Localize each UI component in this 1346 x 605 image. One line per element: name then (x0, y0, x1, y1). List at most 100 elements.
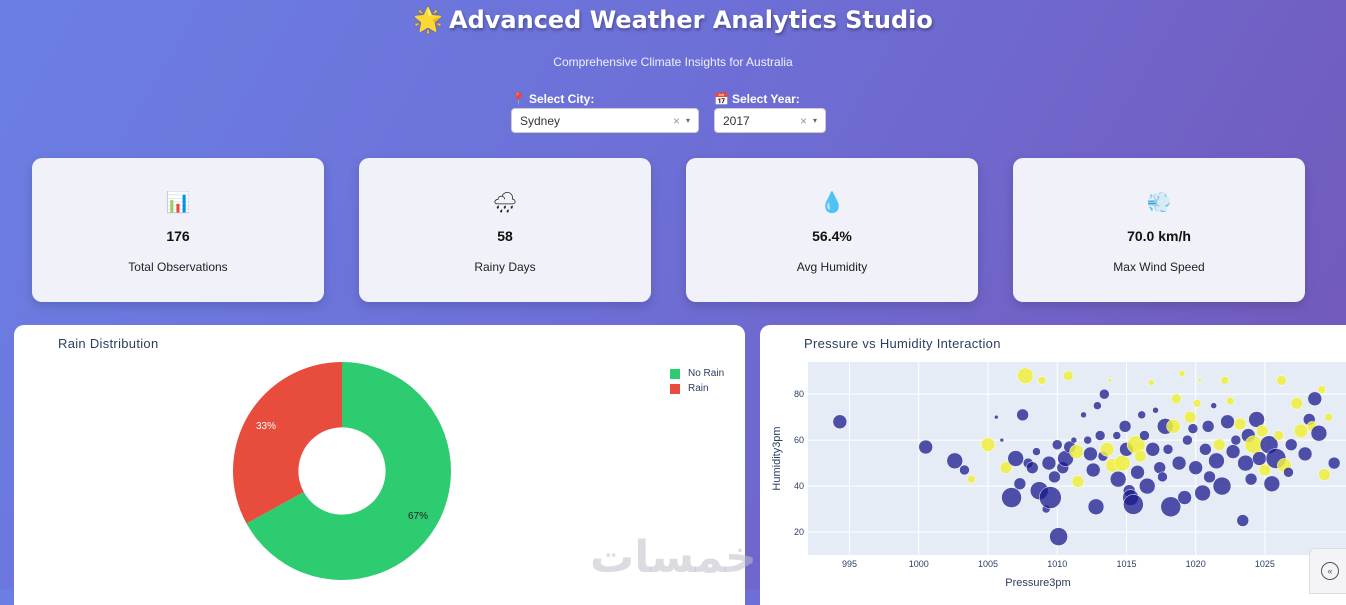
scatter-point[interactable] (1039, 486, 1062, 509)
scatter-point[interactable] (1032, 447, 1041, 456)
scatter-point[interactable] (1118, 420, 1132, 433)
scatter-point[interactable] (1083, 446, 1098, 462)
scatter-point[interactable] (1310, 424, 1328, 442)
pie-slice-no-rain[interactable] (246, 362, 451, 580)
scatter-point[interactable] (1290, 397, 1304, 410)
scatter-point[interactable] (1212, 476, 1232, 496)
scatter-point[interactable] (1017, 367, 1034, 385)
scatter-point[interactable] (1199, 443, 1212, 456)
city-select[interactable]: Sydney × ▾ (511, 108, 699, 133)
scatter-point[interactable] (1327, 456, 1341, 470)
scatter-point[interactable] (1307, 391, 1323, 407)
scatter-point[interactable] (1276, 375, 1287, 386)
pie-slice-rain[interactable] (233, 362, 342, 524)
scatter-point[interactable] (1063, 370, 1074, 382)
scatter-point[interactable] (1178, 370, 1186, 377)
scatter-point[interactable] (1037, 376, 1047, 385)
scatter-point[interactable] (1016, 408, 1029, 422)
scatter-point[interactable] (1123, 494, 1144, 515)
scatter-point[interactable] (967, 474, 976, 484)
year-clear-icon[interactable]: × (799, 113, 807, 128)
scatter-point[interactable] (1220, 414, 1235, 429)
city-chevron-down-icon[interactable]: ▾ (685, 116, 690, 125)
scatter-point[interactable] (1041, 455, 1057, 471)
scatter-point[interactable] (1212, 438, 1226, 451)
year-select[interactable]: 2017 × ▾ (714, 108, 826, 133)
scatter-point[interactable] (1130, 465, 1145, 480)
scatter-point[interactable] (999, 461, 1013, 474)
scatter-point[interactable] (1233, 417, 1247, 431)
scatter-point[interactable] (1148, 379, 1155, 386)
scatter-point[interactable] (1048, 470, 1061, 484)
scatter-point[interactable] (1273, 430, 1285, 441)
scatter-point[interactable] (1160, 496, 1182, 517)
legend-item-rain[interactable]: Rain (670, 383, 709, 394)
scatter-point[interactable] (1192, 399, 1202, 408)
scatter-point[interactable] (1080, 411, 1087, 419)
scatter-point[interactable] (1297, 446, 1313, 462)
scatter-point[interactable] (1208, 452, 1225, 470)
scatter-point[interactable] (1318, 468, 1331, 481)
scatter-point[interactable] (1171, 455, 1187, 471)
scatter-point[interactable] (1049, 527, 1068, 546)
scatter-point[interactable] (1317, 385, 1326, 394)
scatter-point[interactable] (1134, 449, 1147, 463)
scatter-point[interactable] (1252, 451, 1267, 466)
scatter-point[interactable] (1225, 444, 1241, 459)
scatter-point[interactable] (1107, 378, 1113, 383)
scatter-point[interactable] (1187, 423, 1199, 434)
scatter-point[interactable] (999, 437, 1005, 443)
scatter-point[interactable] (1139, 430, 1150, 441)
scatter-point[interactable] (1152, 407, 1159, 414)
scatter-point[interactable] (1094, 430, 1106, 441)
year-chevron-down-icon[interactable]: ▾ (812, 116, 817, 125)
scatter-point[interactable] (832, 414, 848, 429)
scatter-point[interactable] (946, 452, 964, 470)
scatter-point[interactable] (1194, 484, 1211, 502)
scatter-point[interactable] (1071, 475, 1085, 488)
scatter-point[interactable] (1070, 436, 1078, 444)
scatter-point[interactable] (980, 437, 996, 452)
scatter-point[interactable] (1197, 378, 1203, 383)
scatter-point[interactable] (1226, 396, 1235, 406)
scatter-point[interactable] (1083, 435, 1092, 445)
scatter-point[interactable] (1183, 410, 1197, 424)
scatter-point[interactable] (1145, 442, 1161, 457)
scatter-point[interactable] (1230, 434, 1242, 446)
scatter-point[interactable] (1085, 462, 1101, 478)
scatter-point[interactable] (1099, 388, 1110, 400)
scatter-point[interactable] (1182, 434, 1193, 446)
scatter-point[interactable] (1114, 454, 1131, 472)
scatter-point[interactable] (1255, 424, 1269, 438)
scatter-point[interactable] (1263, 475, 1281, 493)
scatter-point[interactable] (1162, 444, 1174, 455)
scatter-point[interactable] (1177, 490, 1192, 505)
scatter-point[interactable] (1284, 438, 1298, 451)
scatter-point[interactable] (1093, 401, 1102, 410)
scatter-point[interactable] (1099, 442, 1115, 457)
collapse-button[interactable]: « (1309, 548, 1346, 594)
scatter-point[interactable] (1109, 470, 1127, 488)
city-clear-icon[interactable]: × (672, 113, 680, 128)
scatter-point[interactable] (1137, 410, 1146, 420)
scatter-point[interactable] (1203, 470, 1216, 484)
scatter-point[interactable] (1237, 454, 1254, 472)
scatter-point[interactable] (1001, 487, 1022, 508)
scatter-point[interactable] (1069, 444, 1084, 459)
scatter-point[interactable] (994, 414, 999, 420)
scatter-point[interactable] (1051, 439, 1063, 450)
scatter-point[interactable] (1007, 450, 1024, 467)
scatter-point[interactable] (1166, 419, 1181, 434)
scatter-point[interactable] (1248, 411, 1265, 428)
scatter-point[interactable] (1324, 412, 1333, 422)
scatter-point[interactable] (918, 439, 933, 455)
scatter-point[interactable] (1171, 393, 1182, 405)
scatter-point[interactable] (1157, 471, 1168, 483)
scatter-point[interactable] (1283, 467, 1294, 478)
scatter-point[interactable] (959, 464, 970, 476)
scatter-point[interactable] (1087, 498, 1105, 515)
scatter-point[interactable] (1201, 420, 1215, 433)
scatter-point[interactable] (1244, 472, 1258, 486)
scatter-point[interactable] (1258, 463, 1272, 477)
scatter-point[interactable] (1026, 461, 1039, 474)
